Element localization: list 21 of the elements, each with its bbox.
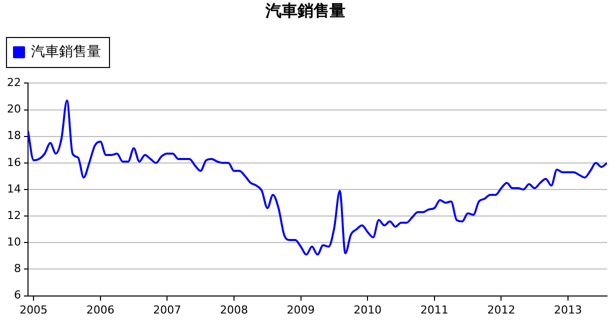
y-tick-label: 22 [6, 76, 21, 90]
x-tick-label: 2007 [153, 303, 182, 316]
x-tick-label: 2009 [286, 303, 315, 316]
x-tick-label: 2011 [420, 303, 448, 316]
y-tick-label: 6 [14, 288, 21, 302]
y-tick-label: 10 [6, 236, 21, 249]
chart-title: 汽車銷售量 [264, 0, 346, 20]
y-tick-label: 18 [6, 129, 21, 142]
line-series [28, 99, 607, 256]
x-tick-label: 2013 [554, 303, 582, 316]
x-tick-label: 2006 [86, 303, 114, 316]
y-tick-label: 16 [6, 156, 21, 169]
y-tick-label: 14 [6, 182, 21, 196]
y-tick-label: 20 [6, 102, 21, 116]
x-tick-label: 2010 [354, 303, 382, 316]
y-tick-label: 12 [6, 208, 21, 222]
x-tick-label: 2008 [220, 303, 248, 316]
x-tick-label: 2005 [20, 303, 48, 316]
y-tick-label: 8 [14, 262, 21, 276]
legend-label: 汽車銷售量 [31, 44, 101, 60]
x-tick-label: 2012 [487, 303, 516, 316]
